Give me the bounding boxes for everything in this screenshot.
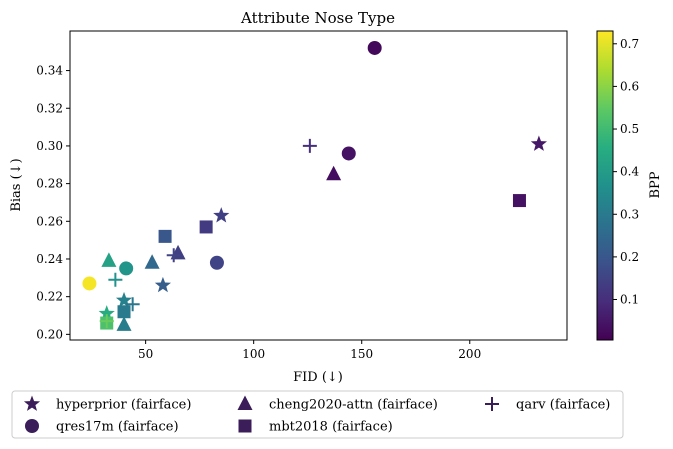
legend-star-marker xyxy=(23,395,41,411)
colorbar-tick-label: 0.6 xyxy=(620,79,639,93)
legend-label: cheng2020-attn (fairface) xyxy=(269,398,438,413)
colorbar-tick-label: 0.7 xyxy=(620,37,639,51)
plot-area-frame xyxy=(69,30,568,341)
legend: hyperprior (fairface) qres17m (fairface) c… xyxy=(23,395,610,435)
circle-marker xyxy=(82,276,97,291)
plus-marker xyxy=(108,272,123,287)
legend-label: hyperprior (fairface) xyxy=(56,398,191,413)
colorbar xyxy=(596,30,614,341)
circle-marker xyxy=(119,261,134,276)
y-tick-label: 0.30 xyxy=(36,139,63,153)
circle-marker xyxy=(367,40,382,55)
star-marker xyxy=(115,291,133,308)
square-marker xyxy=(158,229,172,243)
circle-marker xyxy=(341,146,356,161)
square-marker xyxy=(199,220,213,234)
triangle-marker xyxy=(326,165,342,181)
legend-label: qres17m (fairface) xyxy=(56,420,179,435)
star-marker xyxy=(530,135,547,151)
legend-circle-marker xyxy=(25,419,39,433)
y-tick-label: 0.26 xyxy=(36,214,63,228)
y-tick-label: 0.24 xyxy=(36,252,63,266)
colorbar-tick-label: 0.2 xyxy=(620,250,639,264)
star-marker xyxy=(98,305,115,321)
colorbar-tick-label: 0.3 xyxy=(620,207,639,221)
y-tick-label: 0.22 xyxy=(36,290,63,304)
plus-marker xyxy=(125,297,140,312)
plus-marker xyxy=(302,138,317,153)
legend-box xyxy=(11,390,624,439)
x-tick-label: 200 xyxy=(458,347,481,361)
y-axis: 0.20 0.22 0.24 0.26 0.28 0.30 0.32 0.34 xyxy=(36,64,70,341)
circle-marker xyxy=(209,255,224,270)
y-tick-label: 0.34 xyxy=(36,64,63,78)
y-axis-label: Bias (↓) xyxy=(9,158,24,211)
legend-label: qarv (fairface) xyxy=(516,398,610,413)
y-tick-label: 0.20 xyxy=(36,327,63,341)
chart-title: Attribute Nose Type xyxy=(240,9,395,27)
colorbar-tick-label: 0.1 xyxy=(620,293,639,307)
colorbar-tick-label: 0.4 xyxy=(620,165,639,179)
legend-label: mbt2018 (fairface) xyxy=(269,420,393,435)
triangle-marker xyxy=(144,254,160,269)
legend-plus-marker xyxy=(485,397,499,411)
x-axis-label: FID (↓) xyxy=(293,370,343,385)
colorbar-axis: 0.1 0.2 0.3 0.4 0.5 0.6 0.7 xyxy=(613,37,639,307)
plus-marker xyxy=(166,248,181,263)
markers-layer xyxy=(82,40,547,331)
y-tick-label: 0.32 xyxy=(36,101,63,115)
colorbar-label: BPP xyxy=(648,171,663,198)
legend-triangle-marker xyxy=(237,395,253,410)
star-marker xyxy=(154,276,171,293)
square-marker xyxy=(512,194,526,208)
triangle-marker xyxy=(116,316,132,331)
x-tick-label: 50 xyxy=(138,347,153,361)
star-marker xyxy=(213,207,230,223)
colorbar-tick-label: 0.5 xyxy=(620,122,639,136)
legend-square-marker xyxy=(238,419,252,433)
square-marker xyxy=(117,305,131,319)
x-tick-label: 100 xyxy=(242,347,265,361)
y-tick-label: 0.28 xyxy=(36,177,63,191)
x-tick-label: 150 xyxy=(350,347,373,361)
triangle-marker xyxy=(101,252,117,267)
plus-marker xyxy=(99,314,114,329)
x-axis: 50 100 150 200 xyxy=(138,340,481,361)
